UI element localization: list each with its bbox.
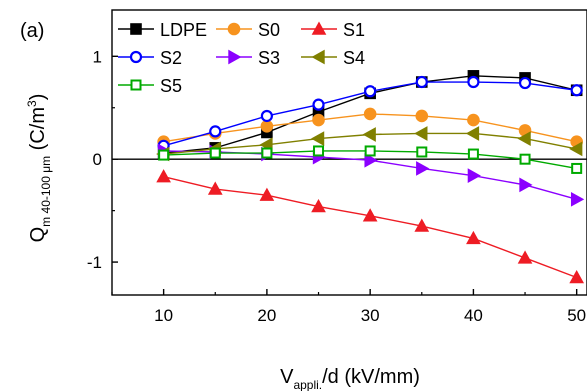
- legend-label-s0: S0: [258, 20, 280, 40]
- data-point-s5: [519, 153, 531, 165]
- data-point-s2: [260, 109, 273, 123]
- data-point-s2: [570, 84, 583, 97]
- data-point-s5: [313, 145, 325, 157]
- data-point-s0: [415, 109, 429, 123]
- data-point-s0: [467, 113, 480, 127]
- legend: LDPE S0 S1 S2 S3 S4 S5: [118, 20, 365, 96]
- x-tick-label: 20: [257, 306, 276, 325]
- y-axis-label-sub: m 40-100 μm: [39, 156, 53, 227]
- data-point-s1: [156, 169, 171, 183]
- data-point-s4: [465, 126, 480, 141]
- legend-label-ldpe: LDPE: [160, 20, 207, 40]
- y-tick-label: -1: [87, 253, 102, 272]
- series-line-s1: [163, 175, 577, 279]
- data-point-s2: [364, 85, 377, 98]
- x-tick-label: 30: [361, 306, 380, 325]
- series-group: [156, 70, 585, 284]
- data-point-s4: [362, 127, 376, 142]
- series-s0: [157, 107, 583, 148]
- y-axis-label-main: Q: [27, 227, 49, 243]
- legend-entry-s2: S2: [118, 48, 182, 68]
- legend-entry-s1: S1: [301, 20, 365, 40]
- data-point-s2: [467, 75, 480, 89]
- data-point-s2: [312, 98, 325, 111]
- panel-label: (a): [20, 20, 44, 42]
- data-point-s3: [519, 177, 533, 193]
- data-point-s2: [518, 76, 532, 90]
- legend-entry-s5: S5: [118, 76, 182, 96]
- legend-marker-s5: [130, 79, 142, 91]
- x-tick-label: 40: [464, 306, 483, 325]
- data-point-s1: [259, 187, 275, 201]
- data-point-s4: [517, 131, 531, 146]
- legend-entry-s3: S3: [216, 48, 280, 68]
- data-point-s1: [362, 208, 378, 222]
- data-point-s5: [467, 148, 479, 160]
- legend-label-s5: S5: [160, 76, 182, 96]
- data-point-s3: [570, 191, 585, 207]
- series-s5: [158, 145, 583, 174]
- x-axis-label-sub: appli.: [293, 378, 322, 391]
- data-point-s3: [364, 152, 378, 168]
- data-point-s3: [467, 168, 481, 183]
- x-axis: 10 20 30 40 50: [111, 289, 586, 325]
- x-axis-label: Vappli./d (kV/mm): [280, 366, 420, 391]
- x-axis-label-main: V: [280, 366, 294, 388]
- legend-marker-ldpe: [130, 23, 142, 35]
- y-axis-label-end: ): [27, 94, 49, 101]
- y-axis: -1 0 1: [87, 47, 118, 272]
- x-axis-label-rest: /d (kV/mm): [322, 366, 420, 388]
- data-point-s5: [158, 149, 170, 161]
- legend-marker-s0: [227, 22, 241, 36]
- data-point-s1: [517, 250, 533, 264]
- y-tick-label: 1: [93, 47, 102, 66]
- data-point-s1: [414, 218, 430, 232]
- data-point-s5: [416, 146, 428, 158]
- y-tick-label: 0: [93, 150, 102, 169]
- data-point-s0: [312, 113, 325, 127]
- y-axis-label-rest: (C/m: [27, 107, 49, 156]
- data-point-s2: [415, 75, 428, 89]
- legend-label-s1: S1: [343, 20, 365, 40]
- y-axis-label-sup: 3: [25, 100, 39, 107]
- legend-marker-s4: [311, 49, 325, 65]
- data-point-s1: [466, 230, 481, 245]
- legend-entry-ldpe: LDPE: [118, 20, 207, 40]
- series-s1: [156, 169, 585, 284]
- legend-marker-s3: [228, 49, 242, 65]
- x-tick-label: 50: [567, 306, 586, 325]
- legend-label-s4: S4: [343, 48, 365, 68]
- data-point-s4: [569, 141, 583, 157]
- legend-marker-s1: [311, 21, 327, 35]
- legend-entry-s0: S0: [216, 20, 280, 40]
- data-point-s4: [414, 126, 428, 141]
- legend-label-s2: S2: [160, 48, 182, 68]
- data-point-s2: [209, 125, 222, 138]
- legend-marker-s2: [129, 50, 143, 64]
- y-axis-label: Qm 40-100 μm (C/m3): [25, 94, 53, 243]
- data-point-s3: [416, 161, 430, 176]
- data-point-s5: [571, 162, 583, 174]
- data-point-s5: [261, 147, 273, 159]
- data-point-s0: [260, 119, 274, 133]
- data-point-s1: [311, 198, 326, 213]
- data-point-s1: [569, 269, 585, 284]
- data-point-s5: [209, 147, 221, 159]
- x-tick-label: 10: [154, 306, 173, 325]
- legend-entry-s4: S4: [301, 48, 365, 68]
- data-point-s4: [310, 131, 325, 146]
- plot-frame: [111, 9, 587, 296]
- legend-label-s3: S3: [258, 48, 280, 68]
- data-point-s5: [364, 145, 376, 157]
- data-point-s1: [207, 181, 223, 195]
- data-point-s0: [363, 107, 377, 121]
